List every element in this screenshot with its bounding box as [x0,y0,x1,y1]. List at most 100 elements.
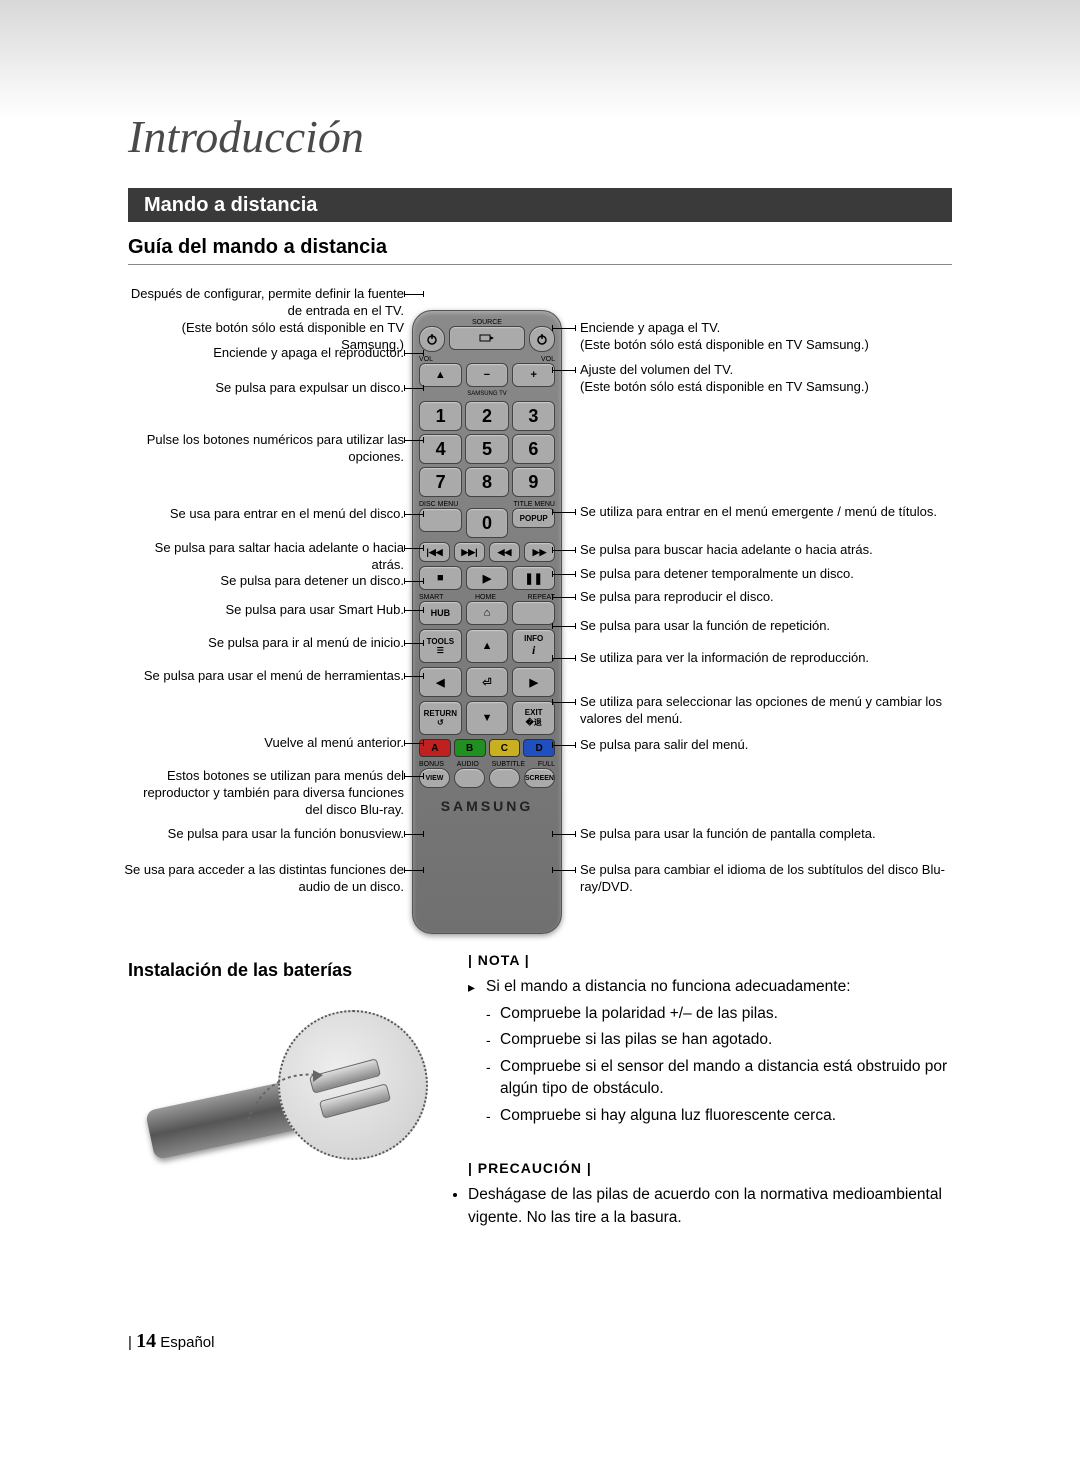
callout-right: Se pulsa para reproducir el disco. [580,589,950,606]
vol-label-l: VOL [419,356,433,363]
keypad: 1 2 3 4 5 6 7 8 9 [419,401,555,497]
leader-line [404,743,424,744]
key-4: 4 [419,434,462,464]
callout-left: Vuelve al menú anterior. [124,735,404,752]
key-5: 5 [465,434,508,464]
callout-left: Se pulsa para detener un disco. [124,573,404,590]
bonus-label: BONUS [419,761,444,768]
key-3: 3 [512,401,555,431]
hub-button: HUB [419,601,462,625]
samsung-tv-label: SAMSUNG TV [419,391,555,397]
precaucion-block: | PRECAUCIÓN | Deshágase de las pilas de… [468,1158,952,1229]
leader-line [404,776,424,777]
leader-line [552,574,576,575]
leader-line [404,548,424,549]
leader-line [552,370,576,371]
full-label: FULL [538,761,555,768]
skip-fwd-button: ▶▶| [454,542,485,562]
top-gradient [0,0,1080,120]
color-buttons: A B C D [419,739,555,757]
callout-right: Se utiliza para ver la información de re… [580,650,950,667]
subtitle-label: SUBTITLE [492,761,525,768]
leader-line [404,870,424,871]
leader-line [404,440,424,441]
leader-line [404,834,424,835]
brand-logo: SAMSUNG [419,798,555,814]
footer-sep: | [128,1334,136,1351]
page-title: Introducción [128,110,364,163]
nota-item: Compruebe si el sensor del mando a dista… [486,1056,952,1101]
smart-label: SMART [419,594,443,601]
key-9: 9 [512,467,555,497]
callout-left: Se pulsa para expulsar un disco. [124,380,404,397]
key-1: 1 [419,401,462,431]
subtitle-button [489,768,520,788]
leader-line [552,834,576,835]
key-7: 7 [419,467,462,497]
nav-up-button: ▲ [466,629,509,663]
leader-line [552,597,576,598]
vol-down-button: − [466,363,509,387]
nota-items: Compruebe la polaridad +/– de las pilas.… [486,1003,952,1127]
leader-line [552,550,576,551]
pause-button: ❚❚ [512,566,555,590]
leader-line [552,328,576,329]
callout-left: Después de configurar, permite definir l… [124,286,404,354]
audio-button [454,768,485,788]
leader-line [552,658,576,659]
leader-line [404,643,424,644]
leader-line [552,512,576,513]
nota-item: Compruebe si las pilas se han agotado. [486,1029,952,1051]
eject-button: ▲ [419,363,462,387]
callout-left: Enciende y apaga el reproductor. [124,345,404,362]
leader-line [404,353,424,354]
callout-left: Estos botones se utilizan para menús del… [124,768,404,819]
footer-lang: Español [160,1334,214,1351]
key-8: 8 [465,467,508,497]
rewind-button: ◀◀ [489,542,520,562]
callout-left: Se pulsa para usar el menú de herramient… [124,668,404,685]
repeat-button [512,601,555,625]
callout-left: Se pulsa para saltar hacia adelante o ha… [124,540,404,574]
callout-right: Se pulsa para salir del menú. [580,737,950,754]
callout-left: Se pulsa para ir al menú de inicio. [124,635,404,652]
nav-down-button: ▼ [466,701,509,735]
leader-line [552,626,576,627]
callout-right: Se pulsa para usar la función de repetic… [580,618,950,635]
color-c-button: C [489,739,521,757]
callout-left: Se usa para entrar en el menú del disco. [124,506,404,523]
disc-menu-button [419,508,462,532]
precaucion-header: | PRECAUCIÓN | [468,1158,952,1178]
callout-right: Ajuste del volumen del TV.(Este botón só… [580,362,950,396]
audio-label: AUDIO [457,761,479,768]
popup-button: POPUP [512,508,555,528]
disc-menu-label: DISC MENU [419,501,458,508]
callout-right: Se utiliza para seleccionar las opciones… [580,694,950,728]
nota-block: | NOTA | Si el mando a distancia no func… [468,950,952,1131]
play-button: ▶ [466,566,509,590]
leader-line [552,702,576,703]
key-2: 2 [465,401,508,431]
leader-line [552,745,576,746]
leader-line [404,514,424,515]
leader-line [552,870,576,871]
callout-right: Se pulsa para detener temporalmente un d… [580,566,950,583]
leader-line [404,294,424,295]
nota-item: Compruebe si hay alguna luz fluorescente… [486,1105,952,1127]
callout-left: Se pulsa para usar Smart Hub. [124,602,404,619]
leader-line [404,676,424,677]
exit-button: EXIT�退 [512,701,555,735]
exit-label: EXIT [525,708,543,717]
callout-left: Se usa para acceder a las distintas func… [124,862,404,896]
nav-left-button: ◀ [419,667,462,697]
ffwd-button: ▶▶ [524,542,555,562]
power-player-button [419,326,445,352]
arrow-icon [238,1060,338,1140]
home-label: HOME [475,594,496,601]
color-b-button: B [454,739,486,757]
home-button: ⌂ [466,601,509,625]
info-button: INFOi [512,629,555,663]
callout-right: Se pulsa para usar la función de pantall… [580,826,950,843]
callout-right: Se utiliza para entrar en el menú emerge… [580,504,950,521]
remote-body: SOURCE VOLVOL ▲ − + SAMSUNG TV 1 2 3 4 5… [412,310,562,934]
